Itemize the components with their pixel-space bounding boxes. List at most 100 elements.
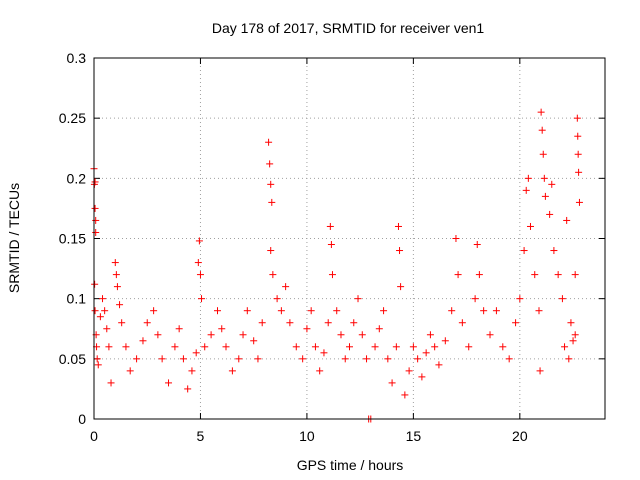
data-point xyxy=(175,325,183,333)
data-point xyxy=(154,331,162,339)
data-point xyxy=(531,271,539,279)
data-point xyxy=(179,355,187,363)
data-points xyxy=(90,108,583,423)
data-point xyxy=(465,343,473,351)
data-point xyxy=(354,295,362,303)
data-point xyxy=(112,271,120,279)
data-point xyxy=(536,367,544,375)
axis-ticks: 0 0.05 0.1 0.15 0.2 0.25 0.3 0 5 10 15 20 xyxy=(59,50,605,444)
data-point xyxy=(554,271,562,279)
data-point xyxy=(198,295,206,303)
data-point xyxy=(299,355,307,363)
data-point xyxy=(91,204,99,212)
data-point xyxy=(91,280,99,288)
data-point xyxy=(101,307,109,315)
data-point xyxy=(213,307,221,315)
data-point xyxy=(126,367,134,375)
data-point xyxy=(268,198,276,206)
data-point xyxy=(267,247,275,255)
data-point xyxy=(239,331,247,339)
data-point xyxy=(418,373,426,381)
data-point xyxy=(512,319,520,327)
data-point xyxy=(105,343,113,351)
data-point xyxy=(409,343,417,351)
data-point xyxy=(371,343,379,351)
data-point xyxy=(363,355,371,363)
data-point xyxy=(573,114,581,122)
data-point xyxy=(196,271,204,279)
data-point xyxy=(150,307,158,315)
x-axis-label: GPS time / hours xyxy=(297,457,404,473)
data-point xyxy=(311,343,319,351)
data-point xyxy=(228,367,236,375)
y-tick-label: 0.15 xyxy=(59,231,86,247)
data-point xyxy=(380,307,388,315)
data-point xyxy=(316,367,324,375)
data-point xyxy=(448,307,456,315)
data-point xyxy=(267,180,275,188)
data-point xyxy=(93,355,101,363)
x-tick-label: 10 xyxy=(299,428,315,444)
data-point xyxy=(184,385,192,393)
data-point xyxy=(201,343,209,351)
data-point xyxy=(171,343,179,351)
data-point xyxy=(431,343,439,351)
data-point xyxy=(540,174,548,182)
data-point xyxy=(550,247,558,255)
data-point xyxy=(250,337,258,345)
data-point xyxy=(394,222,402,230)
data-point xyxy=(307,307,315,315)
data-point xyxy=(320,349,328,357)
data-point xyxy=(91,307,99,315)
data-point xyxy=(397,283,405,291)
data-point xyxy=(563,216,571,224)
data-point xyxy=(292,343,300,351)
data-point xyxy=(133,355,141,363)
data-point xyxy=(243,307,251,315)
x-tick-label: 5 xyxy=(197,428,205,444)
data-point xyxy=(99,295,107,303)
data-point xyxy=(92,228,100,236)
data-point xyxy=(473,241,481,249)
data-point xyxy=(286,319,294,327)
data-point xyxy=(574,150,582,158)
data-point xyxy=(158,355,166,363)
data-point xyxy=(458,319,466,327)
data-point xyxy=(539,150,547,158)
data-point xyxy=(188,367,196,375)
data-point xyxy=(116,301,124,309)
data-point xyxy=(537,108,545,116)
data-point xyxy=(414,355,422,363)
data-point xyxy=(258,319,266,327)
data-point xyxy=(454,271,462,279)
y-tick-label: 0.25 xyxy=(59,110,86,126)
data-point xyxy=(195,237,203,245)
data-point xyxy=(571,331,579,339)
data-point xyxy=(337,331,345,339)
data-point xyxy=(499,343,507,351)
data-point xyxy=(526,222,534,230)
data-point xyxy=(218,325,226,333)
data-point xyxy=(139,337,147,345)
data-point xyxy=(324,319,332,327)
data-point xyxy=(435,361,443,369)
data-point xyxy=(405,367,413,375)
data-point xyxy=(524,174,532,182)
data-point xyxy=(333,307,341,315)
data-point xyxy=(558,295,566,303)
x-tick-label: 0 xyxy=(90,428,98,444)
y-axis-label: SRMTID / TECUs xyxy=(6,183,22,293)
data-point xyxy=(426,331,434,339)
y-tick-label: 0.3 xyxy=(67,50,87,66)
data-point xyxy=(303,325,311,333)
data-point xyxy=(505,355,513,363)
data-point xyxy=(384,355,392,363)
data-point xyxy=(475,271,483,279)
data-point xyxy=(546,210,554,218)
data-point xyxy=(111,259,119,267)
data-point xyxy=(254,355,262,363)
data-point xyxy=(346,343,353,351)
data-point xyxy=(486,331,494,339)
data-point xyxy=(122,343,130,351)
